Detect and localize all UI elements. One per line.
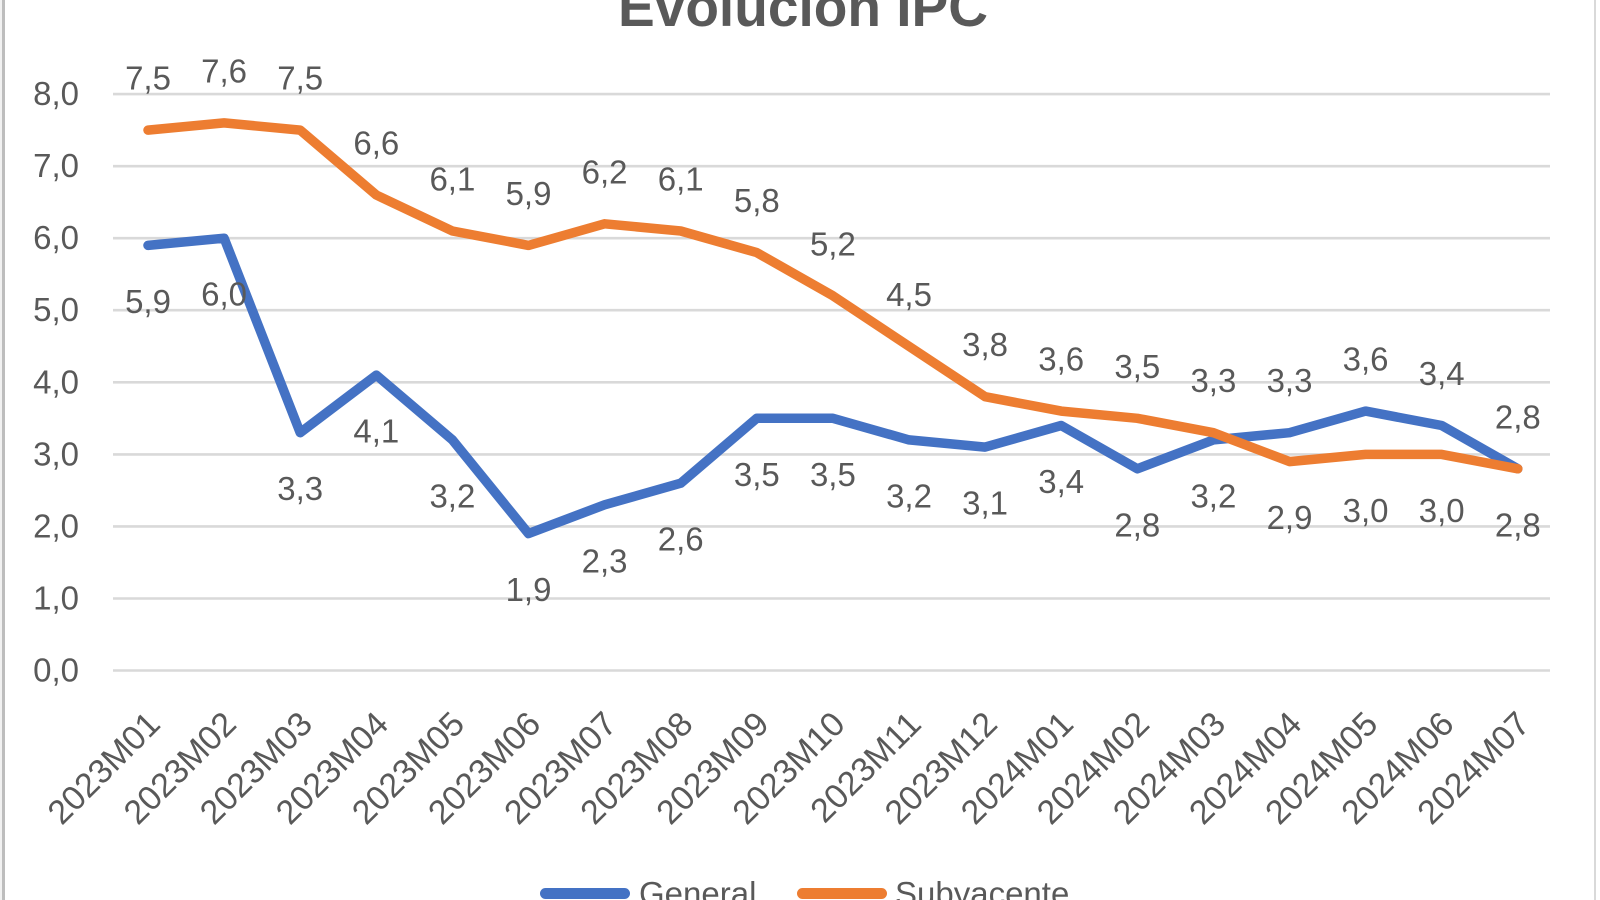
svg-text:4,5: 4,5	[886, 276, 932, 313]
svg-text:4,1: 4,1	[353, 413, 399, 450]
svg-text:3,0: 3,0	[1419, 492, 1465, 529]
svg-text:6,0: 6,0	[33, 219, 79, 256]
svg-text:1,9: 1,9	[506, 571, 552, 608]
svg-text:2,8: 2,8	[1495, 506, 1541, 543]
svg-text:2,8: 2,8	[1495, 398, 1541, 435]
svg-text:3,6: 3,6	[1038, 341, 1084, 378]
svg-text:5,9: 5,9	[125, 283, 171, 320]
svg-text:3,1: 3,1	[962, 485, 1008, 522]
svg-text:3,0: 3,0	[1343, 492, 1389, 529]
svg-text:3,3: 3,3	[1267, 362, 1313, 399]
svg-text:8,0: 8,0	[33, 75, 79, 112]
svg-text:3,5: 3,5	[734, 456, 780, 493]
svg-text:3,2: 3,2	[1190, 477, 1236, 514]
svg-text:6,1: 6,1	[429, 161, 475, 198]
svg-text:3,0: 3,0	[33, 435, 79, 472]
svg-text:7,5: 7,5	[125, 60, 171, 97]
svg-text:3,5: 3,5	[810, 456, 856, 493]
svg-text:5,8: 5,8	[734, 182, 780, 219]
svg-text:3,6: 3,6	[1343, 341, 1389, 378]
svg-text:3,4: 3,4	[1038, 463, 1084, 500]
svg-text:6,6: 6,6	[353, 125, 399, 162]
svg-text:2,6: 2,6	[658, 521, 704, 558]
svg-text:3,5: 3,5	[1114, 348, 1160, 385]
svg-text:7,0: 7,0	[33, 147, 79, 184]
svg-text:3,3: 3,3	[277, 470, 323, 507]
svg-text:6,1: 6,1	[658, 161, 704, 198]
svg-text:5,9: 5,9	[506, 175, 552, 212]
svg-text:2,3: 2,3	[582, 542, 628, 579]
svg-text:Evolución IPC: Evolución IPC	[618, 0, 988, 38]
svg-text:3,3: 3,3	[1190, 362, 1236, 399]
svg-text:General: General	[639, 875, 756, 900]
svg-text:3,2: 3,2	[429, 477, 475, 514]
svg-text:Subyacente: Subyacente	[895, 875, 1069, 900]
svg-text:7,6: 7,6	[201, 52, 247, 89]
svg-text:7,5: 7,5	[277, 60, 323, 97]
svg-text:2,8: 2,8	[1114, 506, 1160, 543]
svg-text:5,0: 5,0	[33, 291, 79, 328]
svg-text:5,2: 5,2	[810, 225, 856, 262]
svg-text:6,0: 6,0	[201, 276, 247, 313]
svg-text:0,0: 0,0	[33, 652, 79, 689]
svg-text:6,2: 6,2	[582, 153, 628, 190]
svg-text:2,9: 2,9	[1267, 499, 1313, 536]
svg-text:3,8: 3,8	[962, 326, 1008, 363]
svg-text:4,0: 4,0	[33, 363, 79, 400]
svg-text:3,2: 3,2	[886, 477, 932, 514]
svg-text:1,0: 1,0	[33, 580, 79, 617]
svg-text:3,4: 3,4	[1419, 355, 1465, 392]
svg-text:2,0: 2,0	[33, 507, 79, 544]
